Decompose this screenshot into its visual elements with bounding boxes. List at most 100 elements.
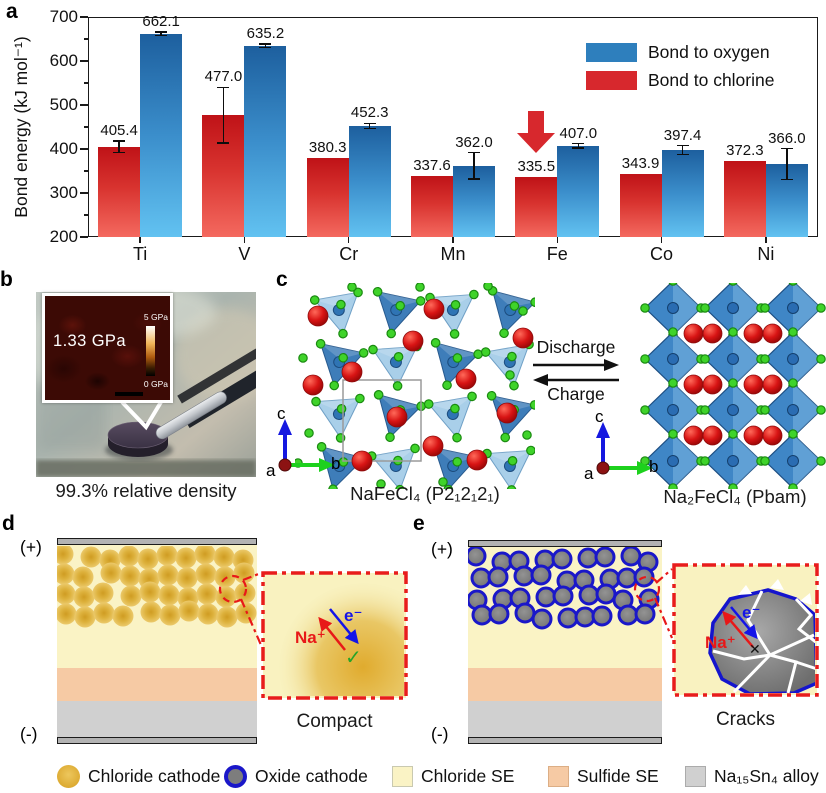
legend-swatch-oxygen [586, 43, 637, 62]
charge-label: Charge [547, 384, 605, 404]
bar-value-label: 366.0 [768, 129, 806, 147]
panel-c-label: c [276, 268, 288, 291]
octahedron [640, 378, 706, 442]
na-atom [512, 327, 534, 349]
chloride-particle [92, 582, 114, 604]
oxide-particle [468, 547, 487, 567]
chloride-particle [139, 581, 161, 603]
y-tick-label: 600 [49, 51, 78, 70]
error-bar-cap [572, 142, 585, 145]
crystal-axes-left-icon [278, 419, 335, 472]
oxide-particle [616, 567, 638, 589]
chloride-particle [112, 605, 134, 627]
panel-d-label: d [2, 512, 15, 535]
oxide-cathode-particles [468, 547, 660, 630]
bar-value-label: 477.0 [204, 68, 243, 86]
bar-value-label: 372.3 [726, 142, 764, 160]
chloride-particle [234, 582, 256, 604]
discharge-charge-arrows-icon [533, 359, 619, 386]
bar-fe-oxygen [557, 145, 600, 237]
tetrahedron [423, 391, 477, 443]
bar-co-oxygen [661, 150, 704, 237]
sulfide-se-layer-e [468, 668, 662, 701]
na-atom [402, 330, 424, 352]
fe-highlight-arrow-icon [517, 111, 556, 153]
na-atom [702, 323, 723, 344]
bar-cr-chlorine [306, 157, 349, 237]
oxide-particle [487, 566, 509, 588]
negative-terminal-d: (-) [20, 724, 38, 744]
alloy-swatch [685, 765, 706, 787]
oxide-particle [591, 605, 613, 627]
na-atom [762, 374, 783, 395]
y-minor-tick [84, 38, 88, 40]
y-tick-label: 200 [49, 227, 78, 246]
error-bar-cap [363, 127, 376, 130]
na-atom [496, 402, 518, 424]
oxide-particle [551, 548, 573, 570]
nafecl4-structure [295, 283, 535, 489]
oxide-particle [633, 566, 655, 588]
nanoindentation-inset: 1.33 GPa 5 GPa 0 GPa [42, 293, 173, 403]
na-atom [762, 323, 783, 344]
chloride-particle [194, 546, 216, 565]
chloride-particle [140, 601, 162, 623]
tetrahedron [368, 341, 422, 391]
electron-arrow-icon [329, 608, 359, 645]
chloride-cathode-swatch [57, 764, 80, 788]
oxide-particle [620, 547, 642, 567]
legend-chloride-se: Chloride SE [392, 763, 514, 789]
legend-alloy: Na₁₅Sn₄ alloy [685, 763, 819, 789]
y-minor-tick [84, 126, 88, 128]
bar-value-label: 635.2 [246, 24, 285, 42]
chloride-particle [73, 586, 95, 608]
zoomed-chloride-particle [279, 583, 404, 696]
error-bar-cap [113, 151, 126, 154]
octahedron [760, 429, 826, 489]
oxide-particle [530, 564, 552, 586]
axis-a-label-left: a [266, 461, 276, 480]
unit-cell-outline [342, 379, 422, 462]
chloride-particle [235, 602, 257, 624]
negative-terminal-e: (-) [431, 724, 449, 744]
chloride-particle [195, 563, 217, 585]
crack-lines [712, 590, 815, 693]
na-atom [683, 425, 704, 446]
error-bar [368, 123, 371, 129]
bar-value-label: 343.9 [621, 154, 660, 172]
bar-value-label: 335.5 [517, 158, 556, 176]
na-ion-arrow-icon [318, 616, 346, 651]
legend-oxide-cathode: Oxide cathode [224, 763, 368, 789]
relative-density-caption: 99.3% relative density [55, 480, 237, 501]
y-tick-label: 300 [49, 183, 78, 202]
octahedron [760, 378, 826, 442]
y-tick-label: 500 [49, 95, 78, 114]
chloride-particle [100, 562, 122, 584]
chloride-particle [233, 562, 255, 584]
bar-value-label: 397.4 [663, 126, 702, 144]
x-tick [139, 237, 141, 243]
chloride-particle [158, 584, 180, 606]
check-icon: ✓ [345, 647, 362, 669]
legend-label: Chloride SE [421, 765, 515, 786]
x-category-label: Fe [546, 244, 568, 264]
legend-label: Sulfide SE [577, 765, 659, 786]
octahedron [700, 429, 766, 489]
x-category-label: Ni [757, 244, 775, 264]
inset-border-e [672, 563, 819, 697]
na-atom [683, 323, 704, 344]
chloride-particle [156, 546, 178, 566]
oxide-cathode-swatch [224, 764, 247, 788]
chloride-particle [137, 548, 159, 570]
na2fecl4-caption: Na₂FeCl₄ (Pbam) [663, 486, 807, 507]
legend-label-oxygen: Bond to oxygen [648, 42, 770, 62]
y-tick [80, 236, 88, 238]
oxide-particle [552, 585, 574, 607]
top-electrode-d [57, 538, 257, 545]
chloride-particle [216, 606, 238, 628]
na-atom [743, 425, 764, 446]
oxide-particle [470, 567, 492, 589]
octahedron [700, 327, 766, 391]
error-bar-cap [155, 34, 168, 37]
